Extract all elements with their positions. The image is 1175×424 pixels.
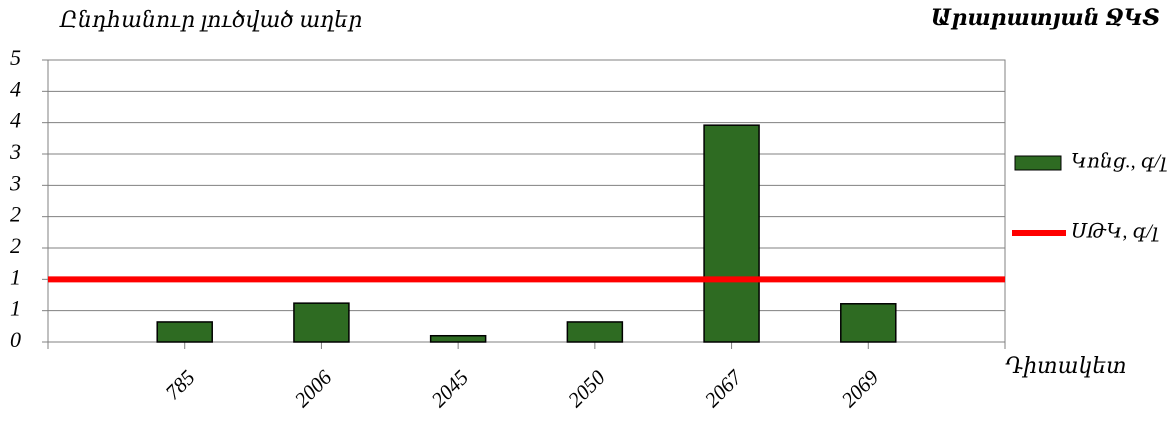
y-tick-label: 1 xyxy=(10,264,21,289)
y-tick-label: 0 xyxy=(10,327,21,352)
legend-label: Կոնց., գ/լ xyxy=(1071,151,1167,173)
x-tick-label: 2045 xyxy=(426,365,473,412)
x-tick-label: 2069 xyxy=(837,365,884,412)
y-tick-label: 3 xyxy=(9,139,21,164)
y-tick-label: 4 xyxy=(10,76,21,101)
bar xyxy=(840,303,897,343)
bar xyxy=(429,334,487,343)
y-tick-label: 2 xyxy=(10,233,21,258)
x-tick-label: 2067 xyxy=(700,364,748,412)
chart-title: Ընդհանուր լուծված աղեր xyxy=(59,7,362,32)
bar xyxy=(156,321,213,343)
y-tick-label: 5 xyxy=(10,45,21,70)
bar xyxy=(703,124,760,343)
legend-label: ՍԹԿ, գ/լ xyxy=(1071,221,1159,243)
bar xyxy=(293,302,350,343)
y-tick-label: 4 xyxy=(10,108,21,133)
y-tick-label: 1 xyxy=(10,296,21,321)
legend-swatch xyxy=(1014,155,1062,171)
chart-subtitle: Արարատյան ՋԿՏ xyxy=(931,5,1160,30)
bar xyxy=(566,321,624,343)
x-axis-label: Դիտակետ xyxy=(1005,353,1127,378)
y-tick-label: 3 xyxy=(9,170,21,195)
x-tick-label: 2050 xyxy=(563,365,610,412)
plot-border xyxy=(47,59,1006,343)
x-tick-label: 2006 xyxy=(290,365,337,412)
x-tick-label: 785 xyxy=(160,365,199,404)
y-tick-label: 2 xyxy=(10,202,21,227)
